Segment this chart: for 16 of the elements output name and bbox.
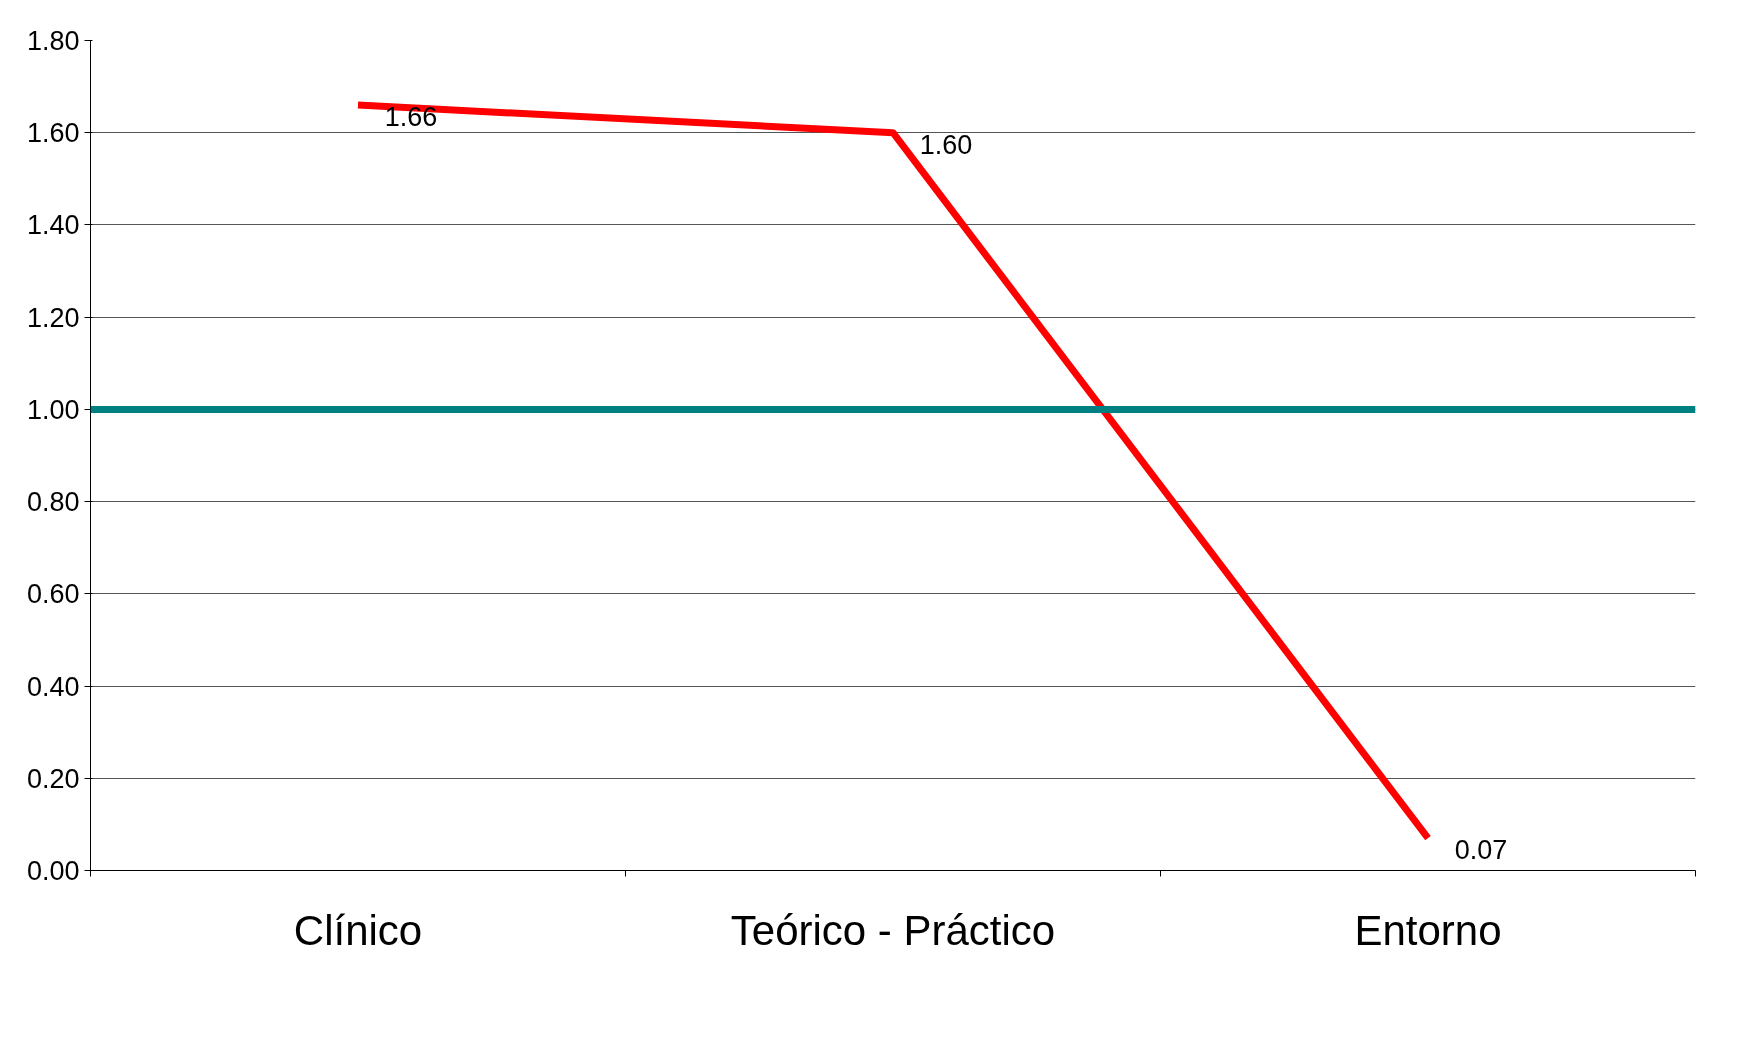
y-tick-label: 1.00 [26, 394, 80, 425]
x-tick-label: Clínico [293, 906, 423, 954]
data-label: 0.07 [1454, 835, 1508, 866]
y-tick-label: 0.60 [26, 579, 80, 610]
x-tick-label: Teórico - Práctico [730, 906, 1056, 954]
x-tick-label: Entorno [1354, 906, 1502, 954]
y-tick-label: 0.00 [26, 856, 80, 886]
y-tick-label: 0.40 [26, 671, 80, 702]
y-tick-label: 0.80 [26, 487, 80, 518]
data-label: 1.60 [919, 129, 973, 160]
data-label: 1.66 [384, 102, 438, 133]
y-tick-label: 1.40 [26, 210, 80, 241]
y-tick-label: 1.60 [26, 118, 80, 149]
y-tick-label: 1.20 [26, 302, 80, 333]
y-tick-label: 1.80 [26, 26, 80, 56]
y-tick-label: 0.20 [26, 763, 80, 794]
